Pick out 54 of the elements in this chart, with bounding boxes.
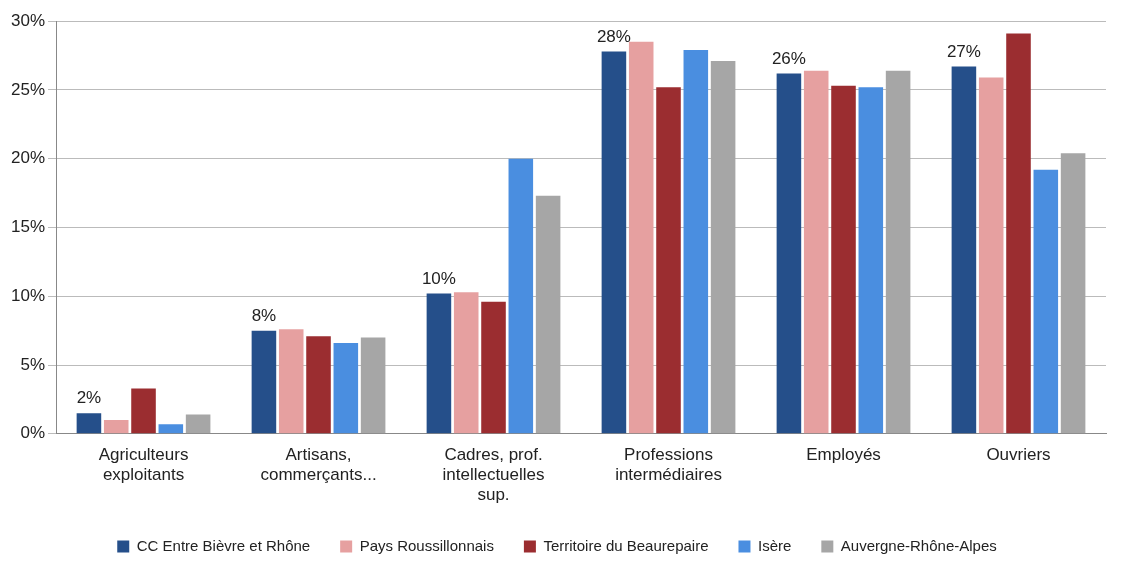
bar [951,66,977,434]
bar [803,70,829,434]
bar [481,301,506,434]
bar [360,337,386,434]
bar [656,87,681,434]
bar [426,293,452,434]
legend-label: CC Entre Bièvre et Rhône [136,536,311,554]
x-tick-label: Professions intermédiaires [615,444,722,485]
bar [683,50,709,434]
bar [1033,169,1059,434]
legend-label: Pays Roussillonnais [359,536,494,554]
bar [76,413,102,434]
x-tick-label: Artisans, commerçants... [260,444,377,485]
y-tick-label: 20% [10,148,46,168]
bar [306,336,331,434]
bar [278,329,304,434]
bar [710,61,736,434]
data-label: 27% [946,41,981,61]
data-label: 28% [596,26,631,46]
data-label: 2% [76,388,102,408]
y-tick-label: 0% [20,423,46,443]
bar [601,51,627,434]
bar [858,87,884,434]
y-tick-label: 30% [10,10,46,30]
x-tick-label: Ouvriers [986,444,1051,464]
x-tick-label: Cadres, prof. intellectuelles sup. [442,444,545,505]
bar [185,414,211,434]
bar [131,388,156,434]
bar [333,343,359,434]
bar [1060,153,1086,434]
legend-label: Auvergne-Rhône-Alpes [840,536,997,554]
data-label: 10% [421,268,456,288]
y-tick-label: 10% [10,285,46,305]
y-tick-label: 25% [10,79,46,99]
y-tick-label: 15% [10,217,46,237]
bar [508,158,534,434]
bar [535,195,561,434]
legend-label: Territoire du Beaurepaire [543,536,709,554]
bar [885,70,911,434]
bar [158,424,184,434]
bar [251,330,277,434]
bar [628,41,654,434]
bar [776,73,802,434]
x-tick-label: Employés [806,444,881,464]
bar [978,77,1004,434]
y-tick-label: 5% [20,354,46,374]
legend-label: Isère [757,536,792,554]
data-label: 8% [251,305,277,325]
data-label: 26% [771,48,806,68]
bar [831,85,856,434]
x-tick-label: Agriculteurs exploitants [98,444,189,485]
bar [453,292,479,434]
bar [103,420,129,434]
bar [1006,33,1031,434]
